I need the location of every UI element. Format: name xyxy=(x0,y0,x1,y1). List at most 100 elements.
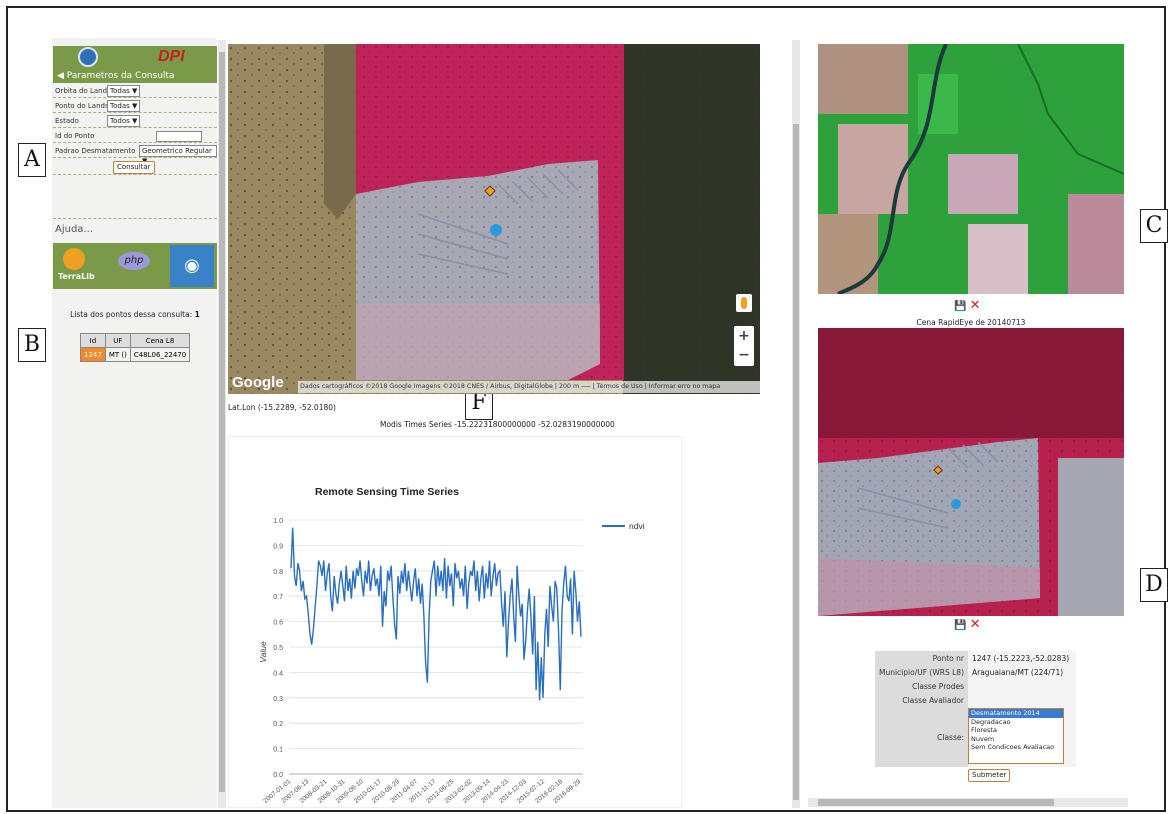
info-row: Classe: xyxy=(875,707,1076,767)
points-list-title: Lista dos pontos dessa consulta: 1 xyxy=(53,310,217,319)
close-icon-1[interactable]: ✕ xyxy=(969,298,981,313)
y-tick-label: 0.1 xyxy=(273,747,283,754)
col-id: Id xyxy=(80,333,106,348)
label-b: B xyxy=(18,328,46,362)
orbita-label: Orbita do Landsat xyxy=(55,87,118,95)
zoom-control: + − xyxy=(734,326,754,366)
info-key: Municipio/UF (WRS L8) xyxy=(875,665,968,679)
info-value: 1247 (-15.2223,-52.0283) xyxy=(972,653,1070,663)
query-params-title: Parametros da Consulta xyxy=(66,71,175,81)
postgresql-elephant-icon: ◉ xyxy=(170,245,214,287)
id-ponto-input[interactable] xyxy=(156,131,202,142)
right-h-scrollbar-thumb[interactable] xyxy=(818,799,1054,806)
estado-label: Estado xyxy=(55,117,79,125)
points-table: Id UF Cena L8 1247 MT () C48L06_22470 xyxy=(80,333,191,362)
google-map[interactable]: + − Google Dados cartográficos ©2018 Goo… xyxy=(228,44,760,394)
help-link[interactable]: Ajuda... xyxy=(53,218,217,240)
row-estado: Estado Todos ▼ xyxy=(53,114,217,128)
label-a: A xyxy=(18,143,46,177)
label-d: D xyxy=(1140,568,1168,602)
chart-container: Remote Sensing Time Series Value 0.0 0.1 0… xyxy=(228,436,682,808)
class-option[interactable]: Sem Condicoes Avaliacao xyxy=(971,743,1055,751)
satellite-image-rapideye xyxy=(818,328,1124,616)
consultar-button[interactable]: Consultar xyxy=(113,161,155,174)
row-orbita: Orbita do Landsat Todas ▼ xyxy=(53,84,217,98)
middle-scrollbar-thumb[interactable] xyxy=(793,124,799,800)
left-scrollbar-thumb[interactable] xyxy=(219,52,225,792)
y-tick-label: 0.3 xyxy=(273,696,283,703)
info-key: Classe Prodes xyxy=(875,679,968,693)
class-option[interactable]: Degradacao xyxy=(971,717,1011,726)
map-attribution[interactable]: Dados cartográficos ©2018 Google Imagens… xyxy=(298,381,760,393)
ndvi-series-line xyxy=(290,527,582,701)
close-icon-2[interactable]: ✕ xyxy=(969,617,981,632)
info-key: Ponto nr xyxy=(875,651,968,665)
row-id-ponto: Id do Ponto xyxy=(53,129,217,143)
rapideye-imagery xyxy=(818,328,1124,616)
row-ponto: Ponto do Landsat Todas ▼ xyxy=(53,99,217,113)
y-tick-label: 1.0 xyxy=(273,518,283,525)
info-row: Classe Avaliador xyxy=(875,693,1076,707)
info-value xyxy=(968,693,1076,707)
cell-uf: MT () xyxy=(104,347,131,362)
y-tick-label: 0.8 xyxy=(273,569,283,576)
y-tick-label: 0.5 xyxy=(273,645,283,652)
cell-id[interactable]: 1247 xyxy=(80,347,106,362)
estado-select[interactable]: Todos ▼ xyxy=(107,115,141,127)
y-tick-label: 0.4 xyxy=(273,670,283,677)
submit-button[interactable]: Submeter xyxy=(968,769,1011,782)
y-tick-label: 0.6 xyxy=(273,620,283,627)
collapse-arrow-icon: ◀ xyxy=(57,71,67,81)
image1-tools: 💾 ✕ xyxy=(954,298,981,313)
info-value: Araguaiana/MT (224/71) xyxy=(972,667,1064,677)
info-key: Classe: xyxy=(875,707,968,767)
info-row: Classe Prodes xyxy=(875,679,1076,693)
dpi-logo: DPI xyxy=(158,48,185,65)
row-consultar: Consultar xyxy=(53,159,217,175)
label-c: C xyxy=(1140,209,1168,243)
ponto-select[interactable]: Todas ▼ xyxy=(107,100,141,112)
orbita-select[interactable]: Todas ▼ xyxy=(107,85,141,97)
inpe-logo-icon xyxy=(78,47,98,67)
info-key: Classe Avaliador xyxy=(875,693,968,707)
query-params-header[interactable]: ◀ Parametros da Consulta xyxy=(53,70,217,83)
y-tick-label: 0.7 xyxy=(273,594,283,601)
y-tick-label: 0.9 xyxy=(273,543,283,550)
row-padrao: Padrao Desmatamento Geometrico Regular ▼ xyxy=(53,144,217,165)
id-ponto-label: Id do Ponto xyxy=(55,132,95,140)
y-tick-label: 0.0 xyxy=(273,772,283,779)
ponto-label: Ponto do Landsat xyxy=(55,102,116,110)
info-value xyxy=(968,679,1076,693)
class-option[interactable]: Floresta xyxy=(971,726,997,734)
col-uf: UF xyxy=(104,333,131,348)
rapideye-caption: Cena RapidEye de 20140713 xyxy=(916,318,1026,327)
y-axis-label: Value xyxy=(258,641,268,663)
zoom-in-button[interactable]: + xyxy=(738,328,750,344)
points-list-label: Lista dos pontos dessa consulta: xyxy=(70,310,193,319)
modis-title: Modis Times Series -15.22231800000000 -5… xyxy=(380,420,615,429)
php-logo: php xyxy=(118,252,150,270)
time-series-chart: Remote Sensing Time Series Value 0.0 0.1 0… xyxy=(258,486,645,805)
chart-title: Remote Sensing Time Series xyxy=(315,486,459,498)
zoom-out-button[interactable]: − xyxy=(738,347,750,363)
cell-cena: C48L06_22470 xyxy=(129,347,191,362)
class-listbox[interactable]: Desmatamento 2014 Degradacao Floresta Nu… xyxy=(968,708,1064,764)
table-row[interactable]: 1247 MT () C48L06_22470 xyxy=(80,347,191,362)
padrao-select[interactable]: Geometrico Regular ▼ xyxy=(139,145,217,165)
save-icon-1[interactable]: 💾 xyxy=(954,301,967,312)
pegman-icon xyxy=(741,297,747,309)
latlon-readout: Lat.Lon (-15.2289, -52.0180) xyxy=(228,403,336,412)
pegman-button[interactable] xyxy=(736,294,752,312)
class-option[interactable]: Nuvem xyxy=(971,734,995,743)
table-header-row: Id UF Cena L8 xyxy=(80,333,191,348)
google-logo: Google xyxy=(232,374,284,391)
info-row: Municipio/UF (WRS L8) Araguaiana/MT (224/… xyxy=(875,665,1076,679)
class-option[interactable]: Desmatamento 2014 xyxy=(969,709,1063,718)
points-count: 1 xyxy=(194,310,200,319)
satellite-image-landsat xyxy=(818,44,1124,294)
padrao-label: Padrao Desmatamento xyxy=(55,147,136,155)
image2-tools: 💾 ✕ xyxy=(954,617,981,632)
save-icon-2[interactable]: 💾 xyxy=(954,620,967,631)
legend-label: ndvi xyxy=(629,521,645,531)
terralib-logo-text: TerraLib xyxy=(58,272,95,281)
